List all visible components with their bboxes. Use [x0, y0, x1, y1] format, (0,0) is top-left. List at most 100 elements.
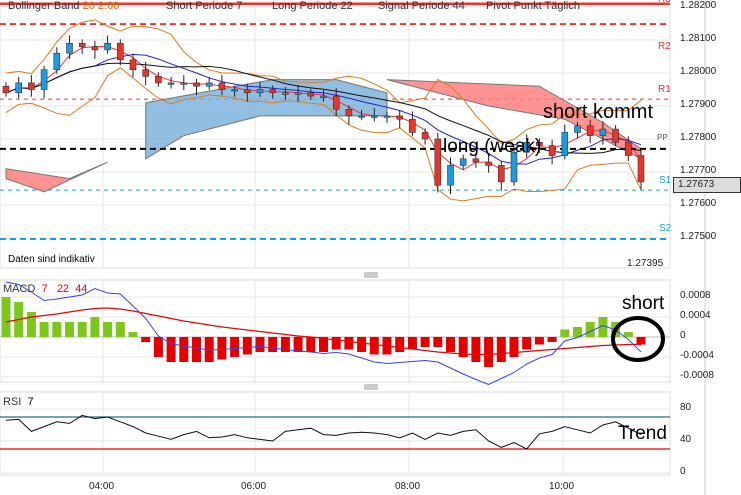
- macd-histogram-bar: [471, 337, 481, 362]
- pivot-r2: R2: [658, 41, 671, 52]
- macd-histogram-bar: [331, 337, 341, 350]
- price-tick: 1.28100: [680, 33, 717, 44]
- candle-body: [434, 138, 442, 186]
- macd-tick: 0.0008: [680, 290, 711, 301]
- macd-histogram-bar: [522, 337, 532, 350]
- candle-body: [104, 42, 111, 51]
- macd-histogram-bar: [395, 337, 405, 352]
- candle-body: [345, 109, 353, 117]
- candle-body: [409, 118, 416, 133]
- macd-histogram-bar: [585, 322, 595, 337]
- time-tick: 04:00: [89, 481, 115, 492]
- annotation-short-kommt: short kommt: [543, 101, 654, 123]
- legend-bollinger: Bollinger Band 20 2.00: [8, 0, 119, 12]
- macd-panel: [0, 279, 671, 383]
- pivot-pp: PP: [657, 133, 668, 142]
- macd-histogram-bar: [179, 337, 189, 362]
- rsi-tick: 80: [680, 402, 692, 413]
- macd-histogram-bar: [39, 322, 49, 337]
- bollinger-label: Bollinger Band: [8, 0, 80, 12]
- candle-body: [167, 82, 175, 85]
- candle-body: [155, 76, 162, 84]
- macd-histogram-bar: [90, 317, 100, 337]
- candle-body: [129, 59, 137, 70]
- candle-body: [383, 115, 391, 118]
- macd-histogram-bar: [268, 337, 278, 352]
- macd-histogram-bar: [242, 337, 252, 355]
- candle-body: [637, 155, 645, 183]
- macd-histogram-bar: [192, 337, 201, 362]
- candle-body: [282, 92, 289, 95]
- candle-body: [320, 95, 327, 98]
- candle-body: [523, 142, 531, 153]
- macd-histogram-bar: [103, 322, 113, 337]
- macd-histogram-bar: [65, 322, 74, 337]
- candle-body: [574, 125, 581, 133]
- annotation-long-weak: long (weak): [443, 136, 542, 157]
- legend-short-period: Short Periode 7: [166, 0, 243, 12]
- bollinger-params: 20 2.00: [82, 0, 120, 12]
- candle-body: [15, 82, 22, 94]
- macd-tick: -0.0004: [680, 350, 714, 361]
- candle-body: [142, 69, 149, 77]
- candle-body: [370, 115, 378, 118]
- price-tick: 1.27500: [680, 231, 717, 242]
- macd-histogram-bar: [128, 332, 138, 337]
- candle-body: [485, 161, 492, 166]
- candle-body: [91, 46, 99, 51]
- macd-histogram-bar: [153, 337, 163, 357]
- candle-body: [2, 85, 10, 94]
- macd-histogram-bar: [166, 337, 176, 362]
- macd-histogram-bar: [446, 337, 455, 352]
- candle-body: [193, 82, 200, 87]
- macd-histogram-bar: [255, 337, 265, 352]
- macd-histogram-bar: [484, 337, 494, 367]
- macd-histogram-bar: [420, 337, 430, 347]
- candle-body: [447, 165, 454, 186]
- time-tick: 10:00: [549, 481, 575, 492]
- time-tick: 06:00: [241, 481, 267, 492]
- pivot-s1: S1: [659, 175, 672, 186]
- macd-param-long: 22: [56, 283, 70, 295]
- macd-histogram-bar: [1, 297, 11, 337]
- macd-signal-line: [5, 307, 641, 356]
- candle-body: [536, 142, 543, 146]
- rsi-param: 7: [27, 396, 34, 408]
- macd-histogram-bar: [77, 322, 87, 337]
- macd-histogram-bar: [141, 337, 151, 342]
- price-panel: [0, 4, 671, 269]
- macd-histogram-bar: [509, 337, 519, 357]
- candle-body: [332, 95, 340, 110]
- bollinger-lower: [5, 67, 642, 202]
- candle-body: [459, 158, 467, 166]
- macd-histogram-bar: [547, 337, 557, 342]
- candle-body: [510, 151, 518, 183]
- disclaimer: Daten sind indikativ: [8, 254, 95, 265]
- annotation-short: short: [622, 293, 665, 314]
- time-tick: 08:00: [395, 481, 421, 492]
- candle-body: [624, 142, 632, 156]
- candle-body: [599, 128, 607, 137]
- macd-legend: MACD 7 22 44: [3, 283, 87, 295]
- macd-histogram-bar: [280, 337, 290, 352]
- candle-body: [231, 89, 238, 92]
- macd-histogram-bar: [357, 337, 367, 352]
- candle-body: [612, 128, 619, 143]
- macd-histogram-bar: [230, 337, 240, 357]
- price-tick: 1.27800: [680, 132, 717, 143]
- candle-body: [294, 92, 302, 95]
- price-tick: 1.28200: [680, 0, 717, 11]
- macd-tick: -0.0008: [680, 370, 714, 381]
- macd-histogram-bar: [115, 322, 125, 337]
- kumo-red-cloud: [5, 161, 108, 193]
- macd-title: MACD: [3, 283, 36, 295]
- candle-body: [117, 42, 124, 61]
- macd-param-short: 7: [41, 283, 48, 295]
- price-tick: 1.27900: [680, 99, 717, 110]
- macd-line: [5, 281, 642, 386]
- macd-histogram-bar: [573, 327, 582, 337]
- legend-signal-period: Signal Periode 44: [378, 0, 465, 12]
- macd-histogram-bar: [52, 322, 62, 337]
- macd-histogram-bar: [344, 337, 354, 350]
